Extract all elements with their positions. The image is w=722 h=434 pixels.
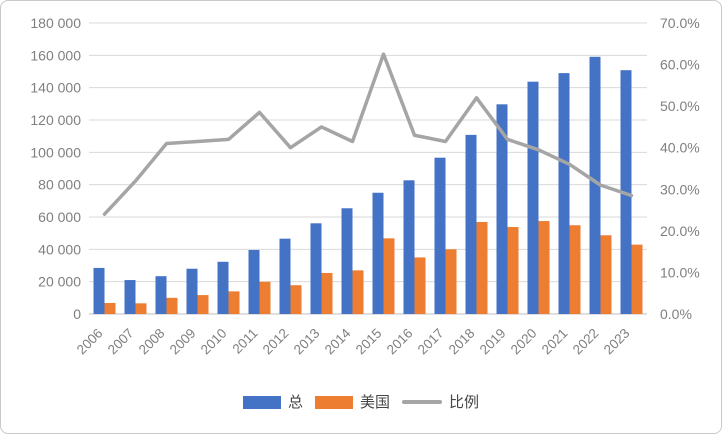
bar-total-2021 (558, 73, 570, 314)
x-tick-label-2006: 2006 (74, 326, 106, 358)
bar-total-2018 (465, 134, 477, 314)
x-tick-label-2009: 2009 (167, 326, 199, 358)
x-tick-label-2015: 2015 (353, 326, 385, 358)
x-tick-label-2013: 2013 (291, 326, 323, 358)
y-right-tick-label: 60.0% (660, 57, 700, 73)
x-axis-labels: 2006 2007 2008 2009 2010 2011 2012 2013 2014 2015… (74, 325, 633, 357)
x-tick-label-2017: 2017 (415, 326, 447, 358)
legend-label-ratio: 比例 (449, 393, 480, 411)
bar-total-2017 (434, 157, 446, 314)
y-left-tick-label: 40 000 (38, 241, 81, 257)
bar-us-2011 (259, 281, 271, 314)
y-left-tick-label: 20 000 (38, 274, 81, 290)
bar-us-2006 (104, 303, 116, 314)
x-tick-label-2021: 2021 (539, 326, 571, 358)
legend-item-us: 美国 (314, 393, 390, 411)
bar-us-2023 (631, 244, 643, 314)
bar-us-2017 (445, 249, 457, 314)
x-tick-label-2016: 2016 (384, 326, 416, 358)
bar-us-2022 (600, 235, 612, 314)
x-tick-label-2022: 2022 (570, 326, 602, 358)
bar-us-2014 (352, 270, 364, 314)
y-left-tick-label: 160 000 (30, 47, 81, 63)
bars-us (104, 221, 643, 314)
y-right-tick-label: 30.0% (660, 181, 700, 197)
x-tick-label-2023: 2023 (601, 326, 633, 358)
bars-total (93, 56, 632, 315)
bar-total-2011 (248, 249, 260, 314)
bar-us-2008 (166, 297, 178, 314)
legend-swatch-total (242, 395, 281, 409)
y-left-tick-label: 60 000 (38, 209, 81, 225)
bar-total-2008 (155, 276, 167, 314)
y-left-tick-label: 80 000 (38, 177, 81, 193)
y-axis-right-labels: 0.0% 10.0% 20.0% 30.0% 40.0% 50.0% 60.0% 70.0% (660, 15, 700, 322)
y-right-tick-label: 20.0% (660, 223, 700, 239)
legend-swatch-us (314, 395, 353, 409)
bar-total-2013 (310, 223, 322, 314)
x-tick-label-2010: 2010 (198, 326, 230, 358)
bar-us-2020 (538, 221, 550, 314)
bar-us-2018 (476, 222, 488, 314)
y-left-tick-label: 100 000 (30, 144, 81, 160)
y-right-tick-label: 70.0% (660, 15, 700, 31)
bar-us-2016 (414, 257, 426, 314)
bar-total-2010 (217, 261, 229, 314)
y-right-tick-label: 10.0% (660, 264, 700, 280)
ratio-line (102, 52, 634, 216)
bar-total-2016 (403, 180, 415, 314)
x-tick-label-2020: 2020 (508, 326, 540, 358)
y-right-tick-label: 40.0% (660, 140, 700, 156)
x-tick-label-2008: 2008 (136, 326, 168, 358)
bar-total-2009 (186, 268, 198, 314)
legend-item-ratio: 比例 (402, 395, 479, 410)
bar-us-2015 (383, 238, 395, 314)
x-tick-label-2014: 2014 (322, 325, 354, 357)
y-right-tick-label: 0.0% (660, 306, 692, 322)
bar-total-2019 (496, 104, 508, 315)
bar-total-2022 (589, 56, 601, 315)
bar-us-2010 (228, 291, 240, 314)
y-axis-left-labels: 0 20 000 40 000 60 000 80 000 100 000 120 000 1… (30, 15, 81, 322)
x-tick-label-2011: 2011 (229, 326, 260, 357)
bar-us-2021 (569, 225, 581, 314)
legend: 总 美国 比例 (1, 389, 721, 415)
y-left-tick-label: 120 000 (30, 112, 81, 128)
bar-total-2012 (279, 238, 291, 314)
bar-total-2006 (93, 267, 105, 314)
bar-total-2015 (372, 192, 384, 314)
x-tick-label-2007: 2007 (105, 326, 137, 358)
y-left-tick-label: 0 (73, 306, 81, 322)
bar-total-2020 (527, 81, 539, 314)
legend-swatch-ratio-line (402, 400, 442, 404)
bar-us-2012 (290, 285, 302, 314)
y-right-tick-label: 50.0% (660, 98, 700, 114)
bar-total-2007 (124, 280, 136, 314)
legend-label-us: 美国 (359, 393, 390, 411)
x-tick-label-2012: 2012 (260, 326, 292, 358)
y-left-tick-label: 180 000 (30, 15, 81, 31)
bar-us-2009 (197, 295, 209, 314)
gridlines (89, 22, 647, 315)
x-tick-label-2018: 2018 (446, 326, 478, 358)
x-tick-label-2019: 2019 (477, 326, 509, 358)
bar-us-2019 (507, 227, 519, 314)
bar-total-2014 (341, 208, 353, 314)
y-left-tick-label: 140 000 (30, 80, 81, 96)
ratio-line-series (102, 52, 634, 216)
bar-us-2013 (321, 272, 333, 314)
bar-us-2007 (135, 303, 147, 314)
legend-item-total: 总 (242, 393, 303, 411)
legend-label-total: 总 (287, 393, 303, 411)
